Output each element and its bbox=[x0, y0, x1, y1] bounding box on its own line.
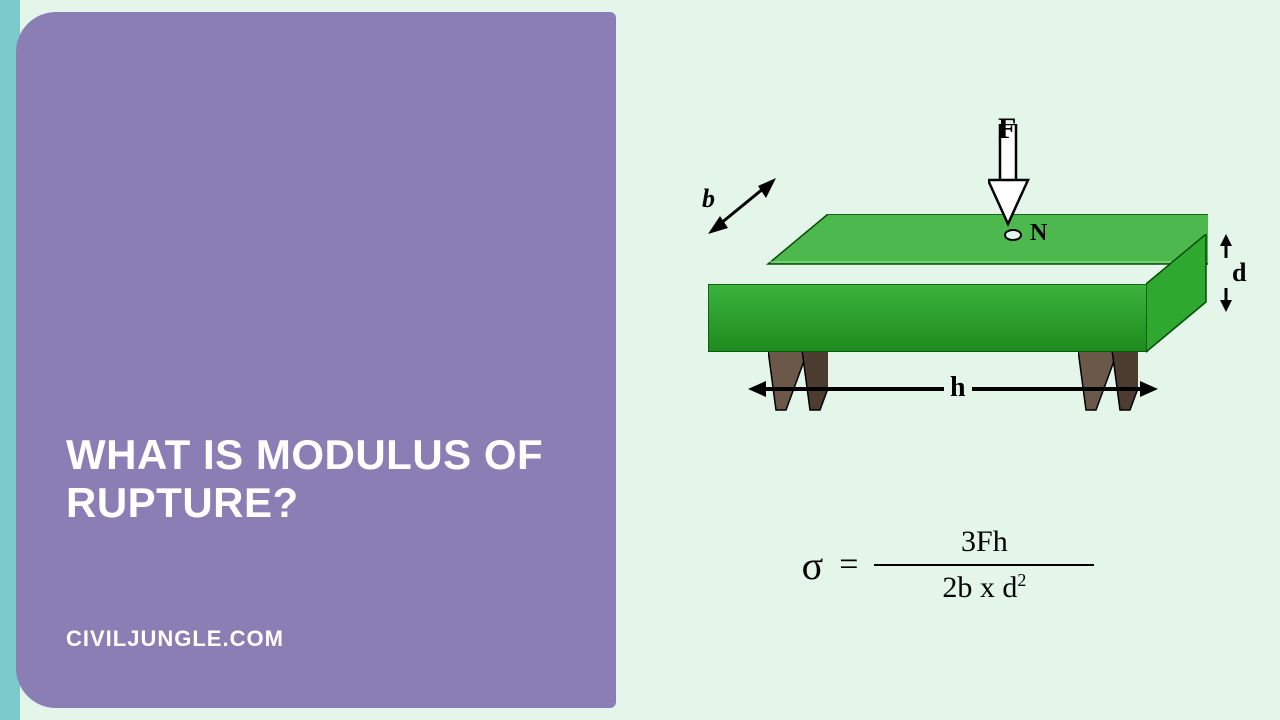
denominator-exponent: 2 bbox=[1017, 570, 1026, 590]
formula-equals: = bbox=[839, 546, 858, 584]
denominator-base: 2b x d bbox=[942, 571, 1017, 604]
beam-side-face bbox=[1146, 234, 1216, 364]
label-force: F bbox=[998, 112, 1016, 146]
formula-fraction: 3Fh 2b x d2 bbox=[874, 524, 1094, 606]
formula: σ = 3Fh 2b x d2 bbox=[802, 524, 1095, 606]
beam-diagram: F N b h d bbox=[648, 114, 1248, 454]
brand-label: CIVILJUNGLE.COM bbox=[66, 626, 566, 652]
formula-numerator: 3Fh bbox=[955, 524, 1014, 560]
title-panel: WHAT IS MODULUS OF RUPTURE? CIVILJUNGLE.… bbox=[16, 12, 616, 708]
formula-lhs: σ bbox=[802, 542, 824, 589]
label-width: b bbox=[702, 184, 715, 214]
beam-front-face bbox=[708, 284, 1148, 352]
page-container: WHAT IS MODULUS OF RUPTURE? CIVILJUNGLE.… bbox=[0, 0, 1280, 720]
diagram-panel: F N b h d σ = 3Fh 2b x d2 bbox=[616, 0, 1280, 720]
fraction-bar bbox=[874, 564, 1094, 566]
label-span: h bbox=[944, 372, 972, 404]
label-load-point: N bbox=[1030, 220, 1047, 247]
label-depth: d bbox=[1232, 258, 1246, 288]
formula-denominator: 2b x d2 bbox=[936, 570, 1032, 606]
page-title: WHAT IS MODULUS OF RUPTURE? bbox=[66, 431, 566, 528]
load-point-icon bbox=[1004, 228, 1024, 242]
